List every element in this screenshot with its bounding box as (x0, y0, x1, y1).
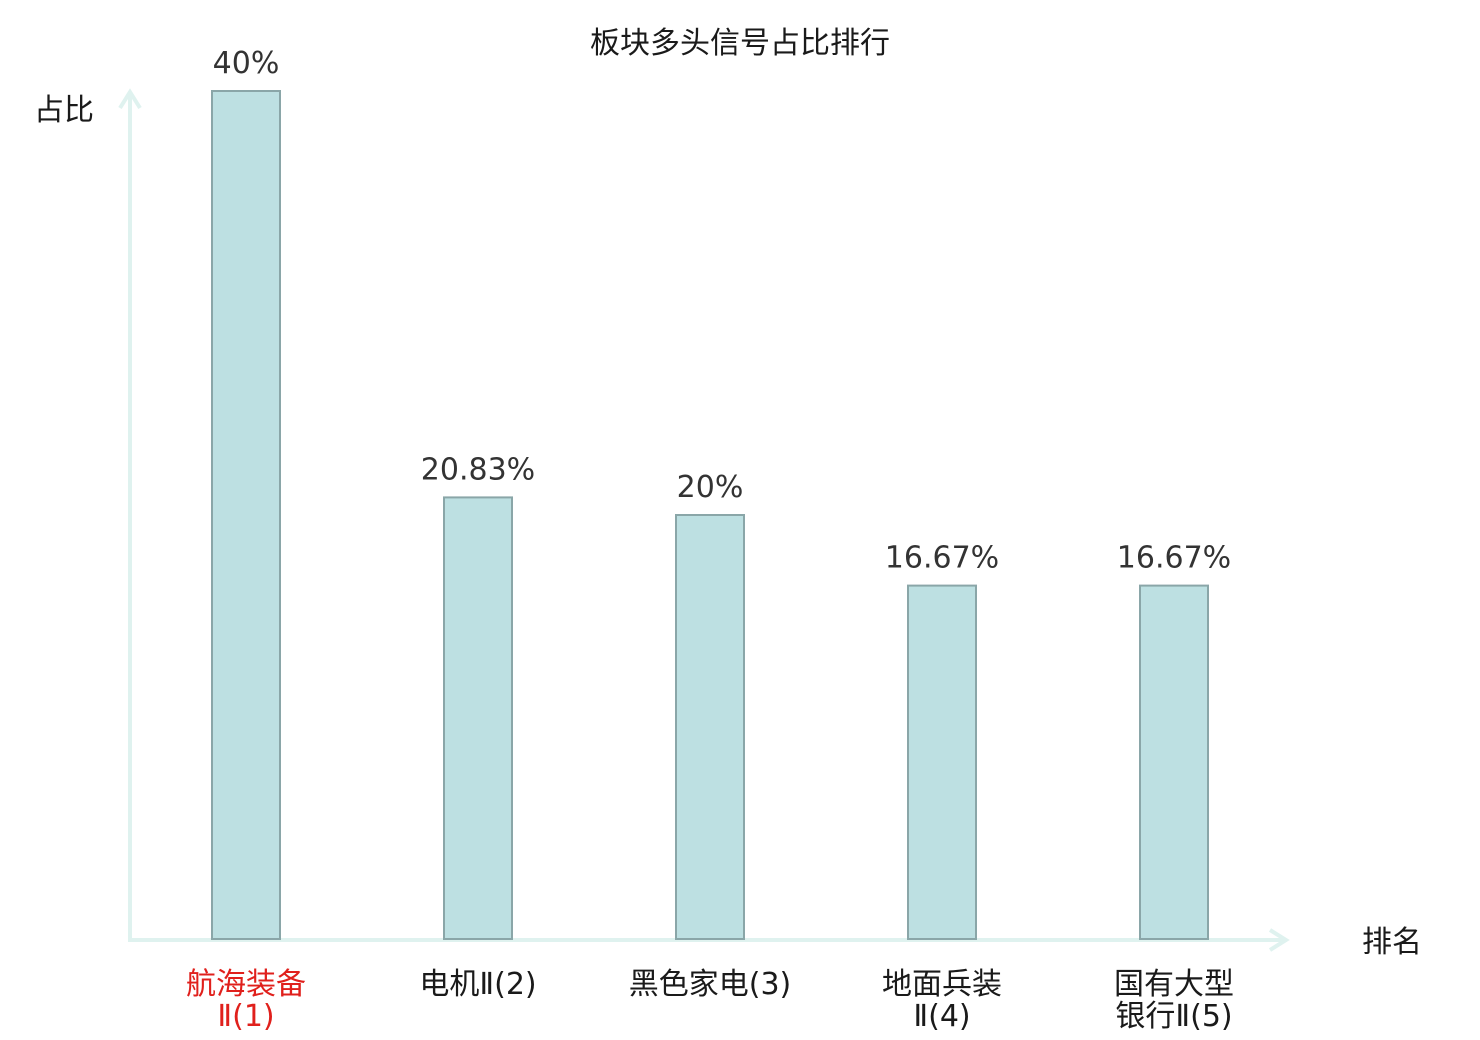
category-label-4-line-2: Ⅱ(4) (913, 999, 970, 1034)
value-labels-group: 40% 20.83% 20% 16.67% 16.67% (213, 46, 1232, 576)
category-label-4-line-1: 地面兵装 (882, 967, 1002, 1002)
value-label-2: 20.83% (421, 452, 535, 487)
category-label-1-line-1: 航海装备 (186, 967, 306, 1002)
bar-1 (211, 90, 281, 940)
chart-title: 板块多头信号占比排行 (590, 26, 890, 61)
category-label-1-line-2: Ⅱ(1) (217, 999, 274, 1034)
bar-5 (1139, 584, 1209, 940)
x-axis-arrow (1268, 928, 1290, 952)
y-axis-arrow (118, 88, 142, 110)
category-label-5-line-2: 银行Ⅱ(5) (1115, 999, 1232, 1034)
bars-group (211, 90, 1209, 940)
y-axis-label: 占比 (34, 93, 94, 128)
bar-3 (675, 514, 745, 940)
bar-4 (907, 584, 977, 940)
category-label-2: 电机Ⅱ(2) (419, 967, 536, 1002)
value-label-4: 16.67% (885, 541, 999, 576)
category-label-5-line-1: 国有大型 (1114, 967, 1234, 1002)
value-label-3: 20% (677, 470, 744, 505)
value-label-1: 40% (213, 46, 280, 81)
bar-2 (443, 496, 513, 940)
category-label-3: 黑色家电(3) (629, 967, 792, 1002)
x-axis-label: 排名 (1362, 925, 1422, 960)
value-label-5: 16.67% (1117, 541, 1231, 576)
